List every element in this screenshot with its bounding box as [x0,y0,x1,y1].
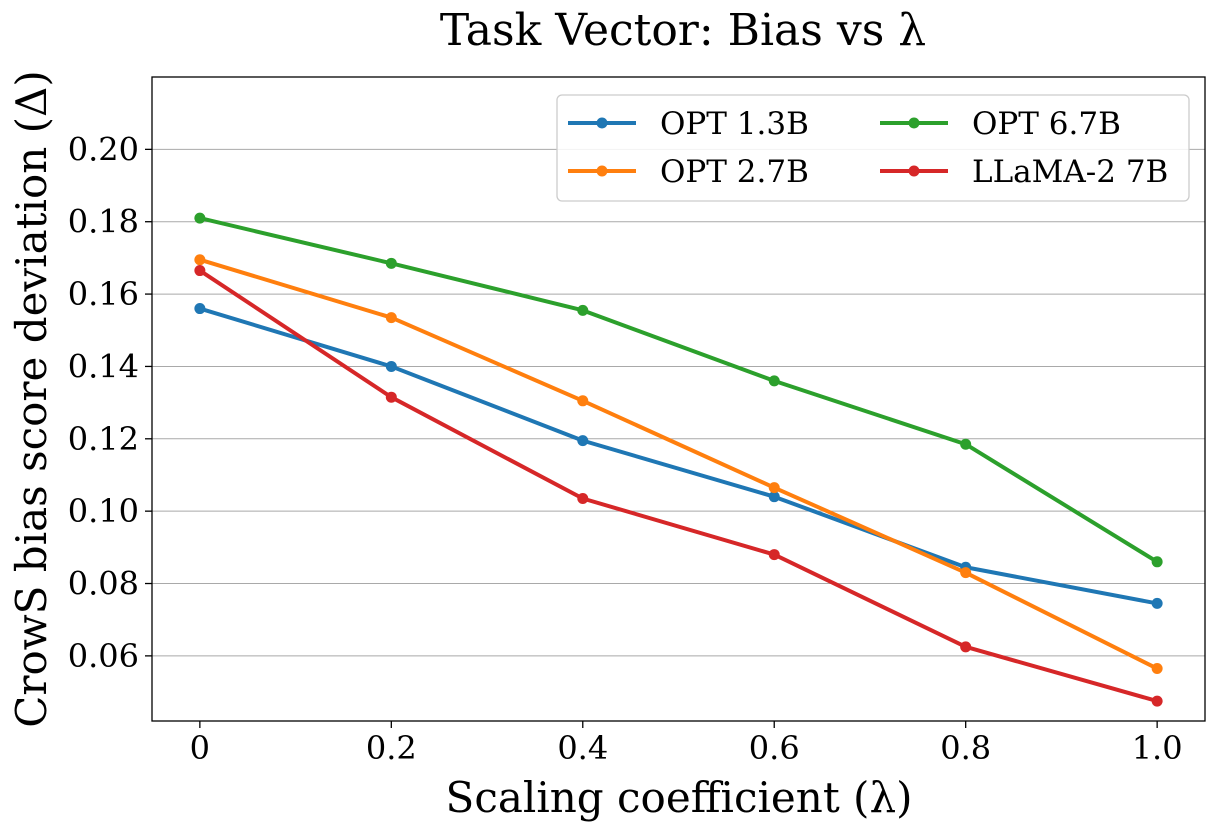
data-point [194,254,206,266]
x-tick-label: 1.0 [1132,729,1183,767]
y-axis: 0.06 0.08 0.10 0.12 0.14 0.16 0.18 0.20 [68,130,152,675]
x-axis-label: Scaling coefficient (λ) [446,773,913,822]
legend-item: LLaMA-2 7B [880,154,1168,190]
data-point [1151,663,1163,675]
data-point [1151,556,1163,568]
legend: OPT 1.3B OPT 2.7B OPT 6.7B LLaMA-2 7B [556,94,1190,202]
y-tick-label: 0.08 [68,565,139,603]
y-axis-label: CrowS bias score deviation (Δ) [7,70,56,728]
x-tick-label: 0.8 [940,729,991,767]
y-tick-label: 0.16 [68,275,139,313]
data-point [768,491,780,503]
series-layer [194,212,1163,707]
series-line [197,306,1160,606]
x-axis: 0 0.2 0.4 0.6 0.8 1.0 [190,721,1183,767]
x-tick-label: 0 [190,729,210,767]
legend-item: OPT 2.7B [568,154,809,190]
legend-item: OPT 6.7B [880,106,1121,142]
data-point [577,304,589,316]
x-tick-label: 0.2 [366,729,417,767]
data-point [194,212,206,224]
legend-label: OPT 6.7B [972,106,1121,142]
data-point [194,303,206,315]
legend-swatch-marker [908,165,920,177]
data-point [768,482,780,494]
data-point [577,492,589,504]
legend-label: LLaMA-2 7B [972,154,1168,190]
series-opt-6-7b [194,212,1163,568]
y-tick-label: 0.14 [68,347,139,385]
y-tick-label: 0.12 [68,420,139,458]
legend-label: OPT 2.7B [660,154,809,190]
legend-swatch-marker [596,165,608,177]
series-line [197,257,1160,671]
data-point [960,438,972,450]
data-point [960,641,972,653]
series-line [197,216,1160,564]
data-point [577,435,589,447]
legend-label: OPT 1.3B [660,106,809,142]
data-point [385,391,397,403]
data-point [1151,695,1163,707]
data-point [385,312,397,324]
data-point [194,265,206,277]
legend-swatch-marker [596,117,608,129]
y-tick-label: 0.20 [68,130,139,168]
gridlines [152,148,1205,657]
plot-frame [151,76,1206,722]
y-tick-label: 0.10 [68,492,139,530]
legend-swatch-marker [908,117,920,129]
data-point [960,567,972,579]
series-line [197,268,1160,704]
y-tick-label: 0.06 [68,637,139,675]
legend-item: OPT 1.3B [568,106,809,142]
data-point [385,360,397,372]
data-point [385,257,397,269]
series-llama-2-7b [194,265,1163,707]
data-point [768,375,780,387]
chart-title: Task Vector: Bias vs λ [440,5,926,56]
data-point [1151,597,1163,609]
data-point [768,549,780,561]
series-opt-2-7b [194,254,1163,675]
series-opt-1-3b [194,303,1163,609]
x-tick-label: 0.6 [749,729,800,767]
y-tick-label: 0.18 [68,203,139,241]
data-point [577,395,589,407]
x-tick-label: 0.4 [557,729,608,767]
legend-frame [556,94,1190,202]
